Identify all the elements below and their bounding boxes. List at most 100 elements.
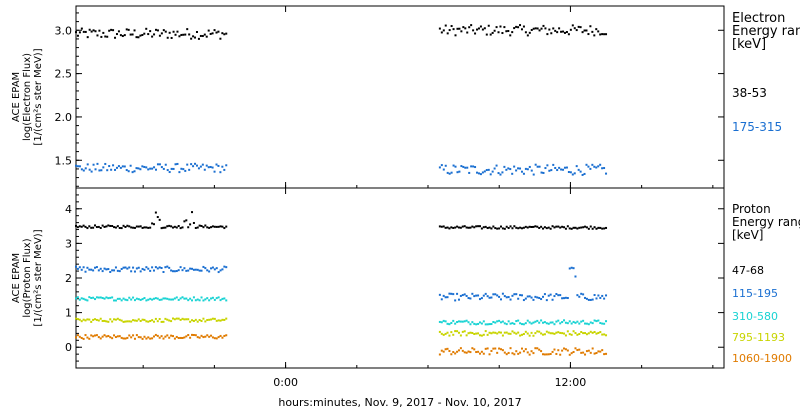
data-point	[583, 29, 586, 32]
data-point	[84, 30, 87, 33]
data-point	[151, 266, 154, 269]
data-point	[221, 318, 224, 321]
data-point	[599, 226, 602, 229]
data-point	[605, 352, 608, 355]
data-point	[519, 24, 522, 27]
data-point	[494, 347, 497, 350]
data-point	[475, 351, 478, 354]
data-point	[532, 27, 535, 30]
data-point	[162, 337, 165, 340]
data-point	[147, 336, 150, 339]
data-point	[191, 319, 194, 322]
data-point	[466, 166, 469, 169]
data-point	[585, 226, 588, 229]
data-point	[561, 297, 564, 300]
data-point	[551, 350, 554, 353]
data-point	[538, 29, 541, 32]
data-point	[151, 319, 154, 322]
data-point	[180, 167, 183, 170]
data-point	[185, 297, 188, 300]
data-point	[90, 320, 93, 323]
data-point	[593, 226, 596, 229]
data-point	[599, 331, 602, 334]
data-point	[203, 33, 206, 36]
x-tick-label: 0:00	[273, 376, 298, 389]
data-point	[459, 294, 462, 297]
data-point	[139, 34, 142, 37]
data-point	[593, 294, 596, 297]
data-point	[538, 330, 541, 333]
data-point	[491, 31, 494, 34]
data-point	[528, 334, 531, 337]
data-point	[99, 296, 102, 299]
data-point	[571, 24, 574, 27]
data-point	[107, 297, 110, 300]
data-point	[605, 226, 608, 229]
data-point	[197, 167, 200, 170]
data-point	[490, 323, 493, 326]
data-point	[177, 298, 180, 301]
data-point	[94, 298, 97, 301]
data-point	[444, 24, 447, 27]
data-point	[118, 318, 121, 321]
y-tick-label: 2.0	[55, 111, 73, 124]
data-point	[513, 165, 516, 168]
data-point	[478, 225, 481, 228]
data-point	[141, 34, 144, 37]
data-point	[573, 27, 576, 30]
data-point	[98, 29, 101, 32]
data-point	[452, 319, 455, 322]
data-point	[461, 320, 464, 323]
data-point	[495, 164, 498, 167]
data-point	[211, 32, 214, 35]
data-point	[206, 269, 209, 272]
data-point	[196, 226, 199, 229]
data-point	[177, 269, 180, 272]
data-point	[496, 320, 499, 323]
data-point	[213, 268, 216, 271]
data-point	[112, 29, 115, 32]
data-point	[597, 331, 600, 334]
data-point	[155, 28, 158, 31]
data-point	[494, 331, 497, 334]
data-point	[540, 171, 543, 174]
data-point	[137, 266, 140, 269]
data-point	[498, 331, 501, 334]
data-point	[515, 320, 518, 323]
data-point	[179, 297, 182, 300]
data-point	[128, 296, 131, 299]
y-tick-label: 3	[65, 237, 72, 250]
data-point	[198, 224, 201, 227]
data-point	[171, 226, 174, 229]
data-point	[126, 299, 129, 302]
data-point	[546, 164, 549, 167]
data-point	[164, 163, 167, 166]
data-point	[463, 351, 466, 354]
data-point	[86, 318, 89, 321]
data-point	[133, 226, 136, 229]
data-point	[498, 319, 501, 322]
data-point	[75, 317, 77, 320]
data-point	[580, 351, 583, 354]
data-point	[109, 336, 112, 339]
data-point	[454, 165, 457, 168]
data-point	[154, 333, 157, 336]
data-point	[507, 320, 510, 323]
data-point	[547, 294, 550, 297]
data-point	[597, 294, 600, 297]
data-point	[450, 353, 453, 356]
data-point	[90, 268, 93, 271]
data-point	[96, 34, 99, 37]
data-point	[105, 268, 108, 271]
data-point	[198, 318, 201, 321]
data-point	[572, 350, 575, 353]
data-point	[149, 297, 152, 300]
data-point	[125, 28, 128, 31]
data-point	[540, 298, 543, 301]
y-axis-label: ACE EPAM log(Proton Flux) [1/(cm²s ster Me…	[11, 229, 44, 326]
data-point	[139, 168, 142, 171]
data-point	[507, 29, 510, 32]
data-point	[532, 225, 535, 228]
data-point	[185, 219, 188, 222]
data-point	[118, 226, 121, 229]
